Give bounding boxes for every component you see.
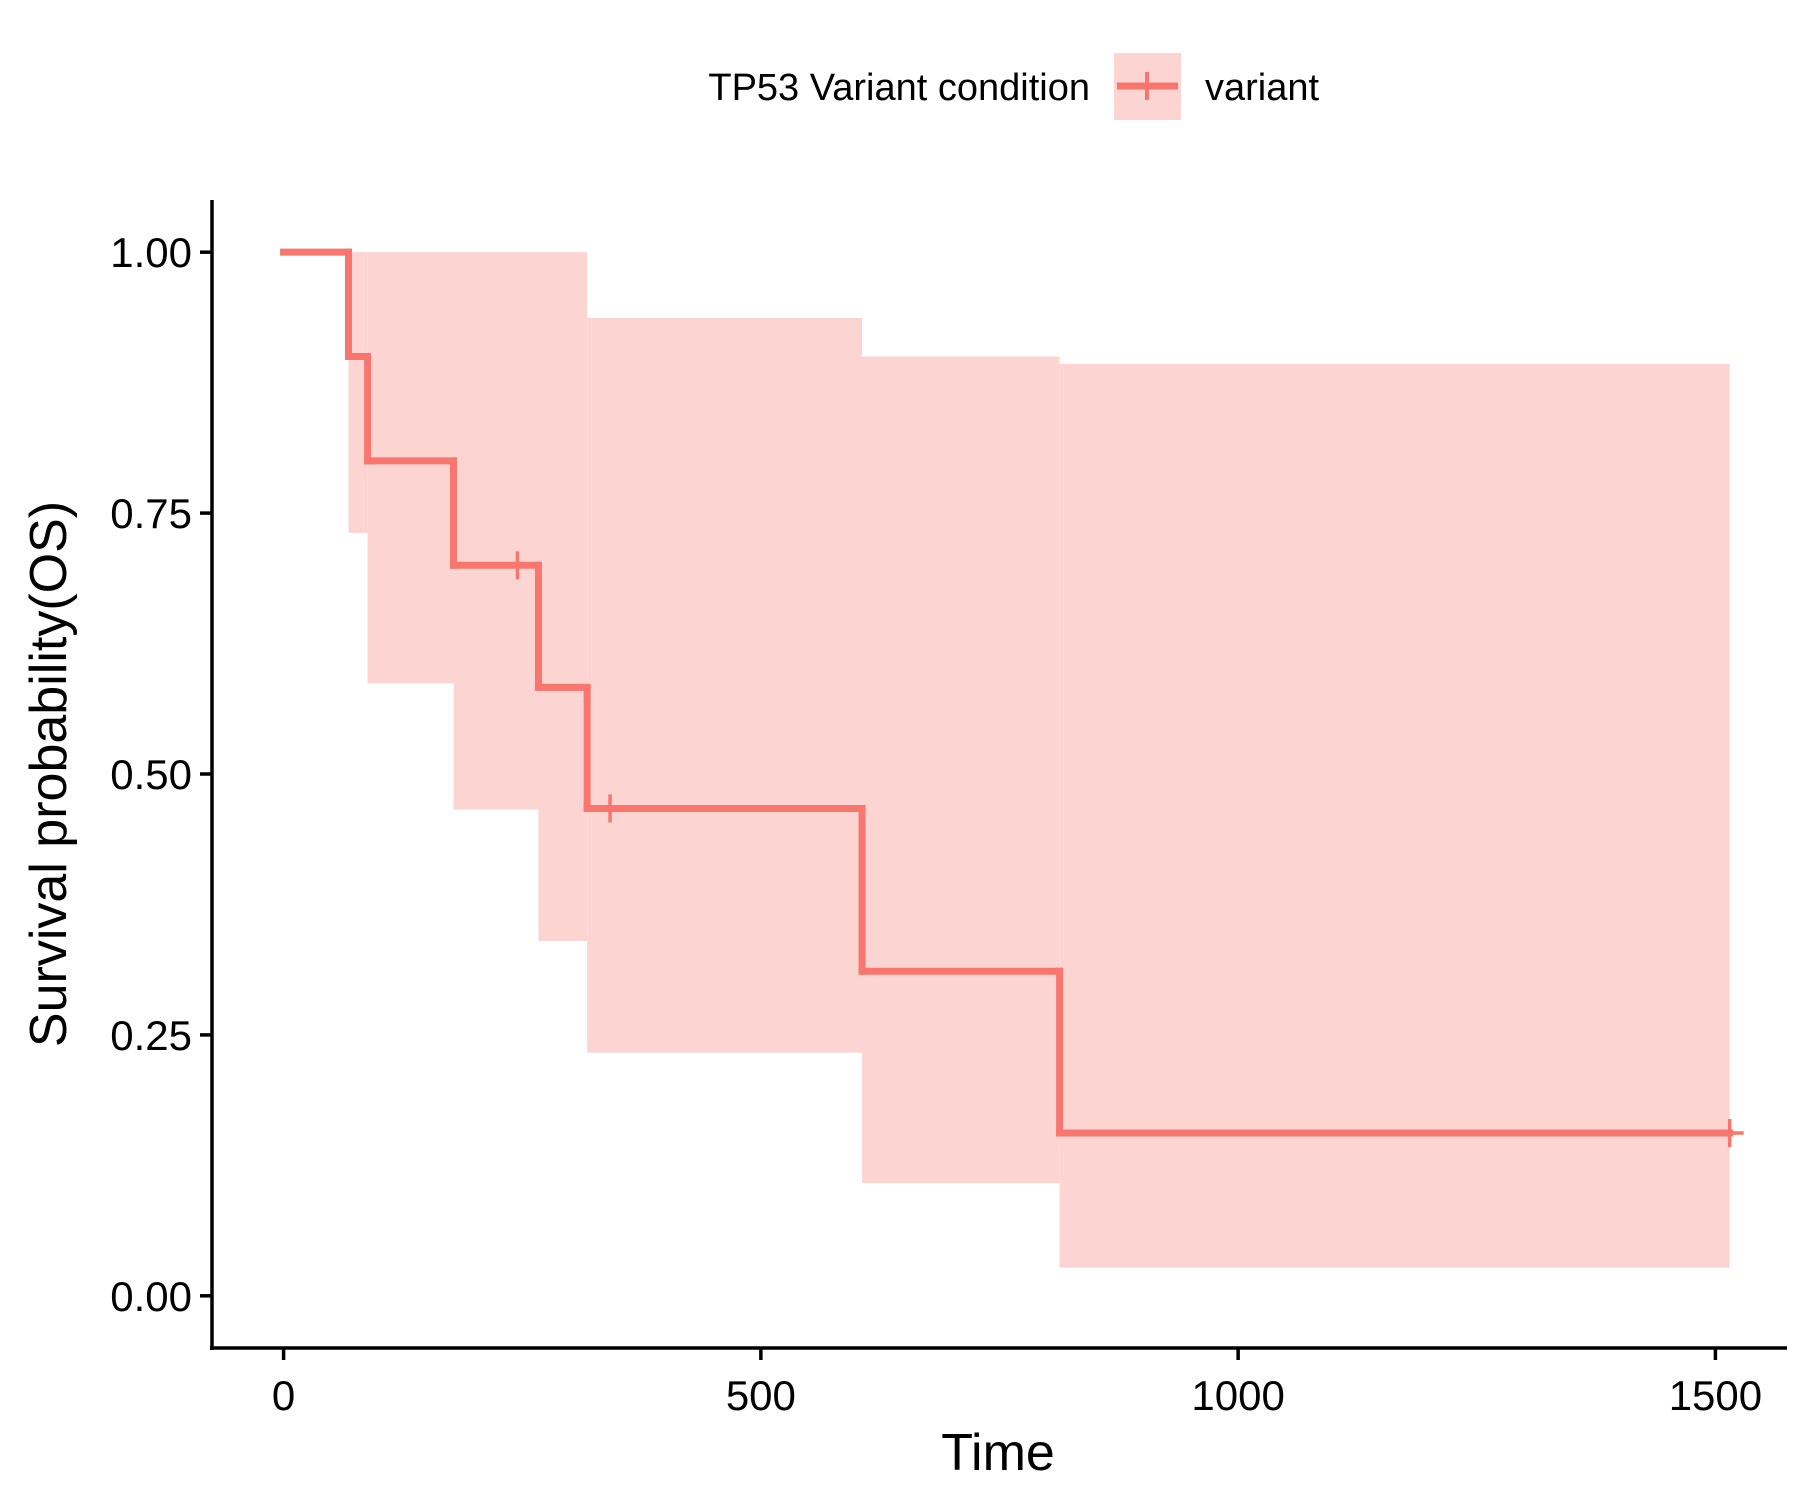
y-tick-label: 1.00 (110, 229, 192, 276)
confidence-band-segment (348, 252, 368, 533)
confidence-band-segment (862, 356, 1060, 1184)
confidence-band-segment (453, 252, 539, 810)
x-axis-ticks: 0 500 1000 1500 (272, 1348, 1762, 1419)
y-axis-title: Survival probability(OS) (20, 501, 78, 1047)
censor-marks-layer (503, 551, 1744, 1148)
y-tick-label: 0.50 (110, 751, 192, 798)
y-axis-ticks: 0.00 0.25 0.50 0.75 1.00 (110, 229, 212, 1320)
x-axis-title: Time (941, 1424, 1055, 1482)
legend-title: TP53 Variant condition (708, 67, 1090, 109)
x-tick-label: 1500 (1669, 1372, 1762, 1419)
confidence-band-segment (367, 252, 454, 684)
legend: TP53 Variant condition variant (708, 53, 1319, 120)
x-tick-label: 1000 (1191, 1372, 1284, 1419)
x-tick-label: 500 (726, 1372, 796, 1419)
confidence-band-segment (587, 317, 863, 1053)
y-tick-label: 0.25 (110, 1012, 192, 1059)
y-tick-label: 0.00 (110, 1273, 192, 1320)
survival-curve-layer (280, 248, 1734, 1137)
confidence-band-segment (538, 252, 588, 941)
y-tick-label: 0.75 (110, 490, 192, 537)
legend-entry-variant: variant (1205, 67, 1319, 109)
confidence-band-layer (348, 252, 1730, 1268)
confidence-band-segment (1059, 363, 1730, 1268)
x-tick-label: 0 (272, 1372, 295, 1419)
